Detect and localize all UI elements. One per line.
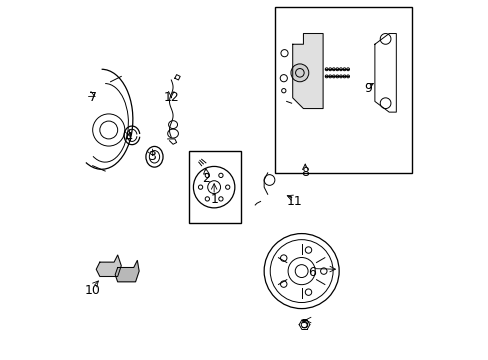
- Text: 2: 2: [202, 172, 210, 185]
- Polygon shape: [115, 260, 139, 282]
- Text: 9: 9: [363, 82, 371, 95]
- Text: 6: 6: [308, 266, 316, 279]
- Polygon shape: [96, 255, 121, 276]
- Text: 10: 10: [84, 284, 101, 297]
- Text: 8: 8: [301, 166, 308, 179]
- Bar: [274, 7, 411, 173]
- Text: 12: 12: [163, 91, 179, 104]
- Text: 11: 11: [286, 195, 302, 208]
- Text: 5: 5: [301, 318, 308, 331]
- Text: 3: 3: [147, 150, 155, 163]
- Text: 1: 1: [210, 193, 218, 206]
- Circle shape: [290, 64, 308, 82]
- Text: 7: 7: [88, 91, 97, 104]
- Bar: [189, 152, 241, 223]
- Text: 4: 4: [124, 131, 132, 144]
- Polygon shape: [292, 33, 323, 109]
